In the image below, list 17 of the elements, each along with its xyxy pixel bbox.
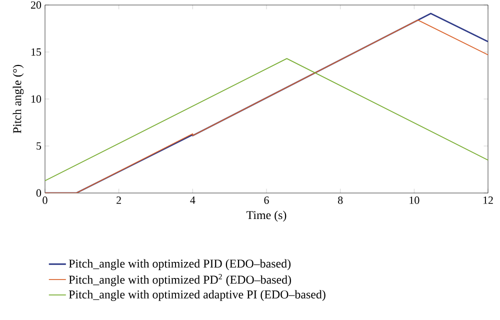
x-tick-label: 2	[116, 196, 121, 204]
y-axis-title: Pitch angle (°)	[12, 64, 24, 134]
x-axis-title: Time (s)	[246, 210, 286, 222]
y-tick-label: 20	[31, 1, 42, 9]
x-tick-label: 6	[264, 196, 269, 204]
y-tick-label: 5	[36, 142, 42, 150]
legend-label: Pitch_angle with optimized adaptive PI (EDO–based)	[68, 290, 326, 301]
x-tick-label: 8	[338, 196, 343, 204]
y-tick-label: 15	[31, 48, 42, 56]
x-tick-label: 0	[42, 196, 48, 204]
legend-label: Pitch_angle with optimized PD$^{2}$ (EDO–based)	[68, 274, 292, 286]
x-tick-label: 12	[483, 196, 493, 204]
y-tick-label: 10	[31, 95, 42, 103]
legend-label: Pitch_angle with optimized PID (EDO–based)	[68, 259, 291, 270]
x-tick-label: 4	[190, 196, 196, 204]
x-tick-label: 10	[410, 196, 420, 204]
y-tick-label: 0	[36, 189, 42, 197]
